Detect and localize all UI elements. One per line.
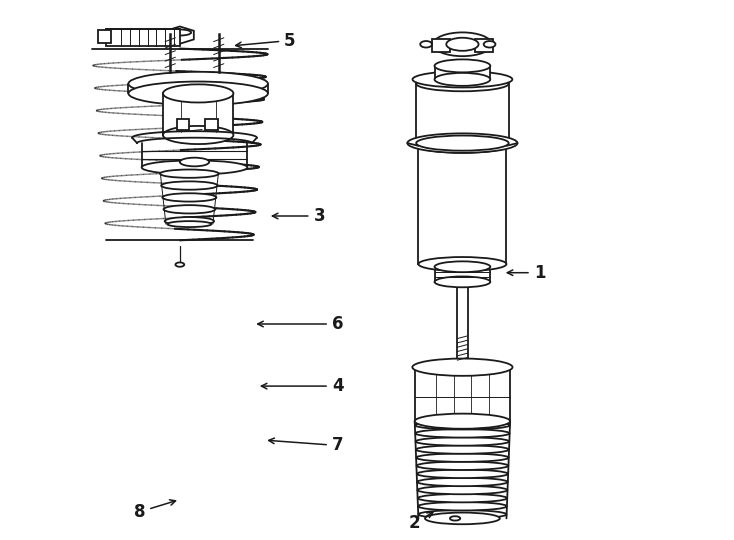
Ellipse shape bbox=[435, 276, 490, 287]
Polygon shape bbox=[166, 26, 194, 44]
Text: 3: 3 bbox=[272, 207, 325, 225]
Bar bbox=[416, 84, 509, 143]
Bar bbox=[435, 267, 490, 282]
Bar bbox=[475, 39, 493, 52]
Ellipse shape bbox=[161, 181, 217, 190]
Ellipse shape bbox=[416, 76, 509, 91]
Ellipse shape bbox=[418, 139, 506, 153]
Ellipse shape bbox=[128, 72, 268, 96]
Ellipse shape bbox=[415, 429, 509, 437]
Ellipse shape bbox=[420, 41, 432, 48]
Ellipse shape bbox=[416, 446, 509, 454]
Bar bbox=[432, 39, 450, 52]
Ellipse shape bbox=[418, 510, 506, 518]
Bar bbox=[435, 66, 490, 79]
Ellipse shape bbox=[446, 38, 479, 51]
Ellipse shape bbox=[175, 262, 184, 267]
Text: 8: 8 bbox=[134, 500, 175, 521]
Ellipse shape bbox=[163, 126, 233, 144]
Ellipse shape bbox=[418, 494, 507, 502]
Ellipse shape bbox=[407, 133, 517, 153]
Ellipse shape bbox=[415, 421, 510, 429]
Ellipse shape bbox=[163, 84, 233, 103]
Ellipse shape bbox=[435, 59, 490, 72]
Ellipse shape bbox=[425, 512, 500, 524]
Ellipse shape bbox=[433, 32, 492, 56]
Ellipse shape bbox=[450, 516, 460, 521]
Bar bbox=[418, 146, 506, 264]
Ellipse shape bbox=[415, 360, 510, 375]
Bar bbox=[415, 367, 510, 421]
Bar bbox=[205, 119, 218, 130]
Ellipse shape bbox=[417, 478, 508, 486]
Ellipse shape bbox=[160, 170, 219, 178]
Ellipse shape bbox=[435, 73, 490, 86]
Ellipse shape bbox=[416, 454, 509, 462]
Ellipse shape bbox=[415, 437, 509, 446]
Text: 2: 2 bbox=[409, 512, 433, 532]
Ellipse shape bbox=[167, 221, 211, 227]
Text: 5: 5 bbox=[236, 31, 296, 50]
Ellipse shape bbox=[162, 193, 217, 201]
Ellipse shape bbox=[413, 71, 512, 87]
Bar bbox=[163, 93, 233, 135]
Ellipse shape bbox=[418, 486, 507, 494]
Ellipse shape bbox=[435, 261, 490, 272]
Ellipse shape bbox=[169, 30, 191, 36]
Ellipse shape bbox=[415, 414, 510, 429]
Ellipse shape bbox=[142, 160, 247, 174]
Ellipse shape bbox=[164, 217, 214, 225]
Text: 7: 7 bbox=[269, 436, 344, 455]
Text: 6: 6 bbox=[258, 315, 344, 333]
Bar bbox=[177, 119, 189, 130]
Ellipse shape bbox=[180, 158, 209, 166]
Ellipse shape bbox=[418, 502, 506, 510]
Ellipse shape bbox=[484, 41, 495, 48]
Ellipse shape bbox=[164, 205, 215, 213]
Bar bbox=[106, 29, 180, 46]
Ellipse shape bbox=[418, 257, 506, 271]
Bar bbox=[98, 30, 111, 43]
Ellipse shape bbox=[128, 82, 268, 105]
Ellipse shape bbox=[417, 470, 508, 478]
Ellipse shape bbox=[416, 136, 509, 151]
Text: 4: 4 bbox=[261, 377, 344, 395]
Ellipse shape bbox=[417, 462, 508, 470]
Ellipse shape bbox=[413, 359, 512, 376]
Text: 1: 1 bbox=[507, 264, 545, 282]
